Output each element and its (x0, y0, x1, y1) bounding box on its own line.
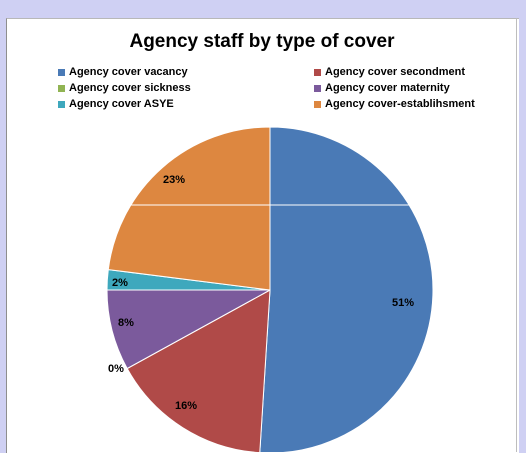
legend-label-establishment: Agency cover-establihsment (325, 98, 475, 110)
legend-item-vacancy: Agency cover vacancy (58, 66, 188, 78)
legend-label-secondment: Agency cover secondment (325, 66, 465, 78)
legend-swatch-maternity (314, 84, 321, 92)
data-label-agency-cover-establihsment: 23% (163, 174, 185, 186)
legend-item-secondment: Agency cover secondment (314, 66, 465, 78)
data-label-agency-cover-asye: 2% (112, 277, 128, 289)
legend-swatch-asye (58, 100, 65, 108)
legend-item-establishment: Agency cover-establihsment (314, 98, 475, 110)
data-label-agency-cover-vacancy: 51% (392, 297, 414, 309)
legend-swatch-vacancy (58, 68, 65, 76)
data-label-agency-cover-secondment: 16% (175, 400, 197, 412)
legend-item-maternity: Agency cover maternity (314, 82, 450, 94)
data-label-agency-cover-maternity: 8% (118, 317, 134, 329)
legend-swatch-establishment (314, 100, 321, 108)
legend-label-sickness: Agency cover sickness (69, 82, 191, 94)
legend-label-maternity: Agency cover maternity (325, 82, 450, 94)
chart-title: Agency staff by type of cover (129, 31, 395, 52)
legend-item-sickness: Agency cover sickness (58, 82, 191, 94)
window-top-band (0, 0, 526, 18)
legend-item-asye: Agency cover ASYE (58, 98, 174, 110)
legend-label-asye: Agency cover ASYE (69, 98, 174, 110)
pie-slice-agency-cover-vacancy (259, 126, 434, 452)
legend-label-vacancy: Agency cover vacancy (69, 66, 188, 78)
divider-line (516, 18, 517, 452)
legend-swatch-secondment (314, 68, 321, 76)
data-label-agency-cover-sickness: 0% (108, 363, 124, 375)
pie-slice-agency-cover-secondment (126, 289, 271, 452)
legend-swatch-sickness (58, 84, 65, 92)
pie-slice-agency-cover-establihsment (107, 126, 271, 291)
